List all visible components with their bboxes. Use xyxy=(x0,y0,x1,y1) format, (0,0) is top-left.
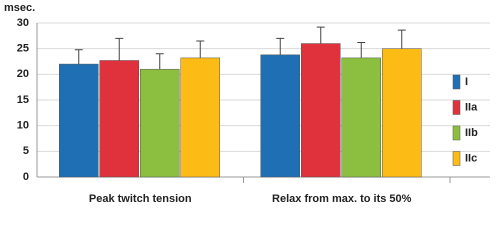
y-tick-label: 25 xyxy=(17,43,29,55)
bar xyxy=(341,57,381,178)
error-bar xyxy=(196,40,205,58)
y-tick-label: 20 xyxy=(17,68,29,80)
bar xyxy=(140,68,180,178)
bar xyxy=(99,60,139,178)
chart: msec. 0 5 10 15 20 25 30 Peak twitch tension Rel… xyxy=(4,2,490,205)
legend-label: IIc xyxy=(465,152,477,164)
y-tick-label: 15 xyxy=(17,94,29,106)
x-tick-label: Peak twitch tension xyxy=(89,193,192,205)
legend-swatch xyxy=(452,151,461,166)
y-axis-label: msec. xyxy=(4,2,35,14)
legend-swatch xyxy=(452,125,461,141)
legend-swatch xyxy=(452,74,461,90)
bar xyxy=(382,48,422,178)
error-bar xyxy=(276,37,285,55)
error-bar xyxy=(357,42,366,58)
error-bar xyxy=(115,37,124,61)
y-tick-label: 5 xyxy=(23,145,29,157)
legend-swatch xyxy=(452,100,461,115)
legend-label: I xyxy=(465,76,468,88)
y-tick-label: 0 xyxy=(23,171,29,183)
error-bar xyxy=(397,29,406,49)
error-bar xyxy=(155,53,164,70)
legend-label: IIb xyxy=(465,127,478,139)
error-bar xyxy=(316,26,325,44)
bar xyxy=(180,57,220,178)
bar xyxy=(59,63,99,178)
bar xyxy=(301,43,341,178)
error-bar xyxy=(74,49,83,65)
x-tick-label: Relax from max. to its 50% xyxy=(272,193,412,205)
legend-label: IIa xyxy=(465,101,478,113)
bar xyxy=(260,54,300,178)
y-tick-label: 30 xyxy=(17,17,29,29)
y-tick-label: 10 xyxy=(17,120,29,132)
